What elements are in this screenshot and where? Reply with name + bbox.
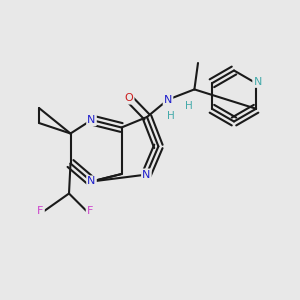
Text: N: N [164,94,172,105]
Text: O: O [124,93,134,103]
Text: H: H [167,111,175,121]
Text: N: N [142,169,151,180]
Text: N: N [87,176,96,187]
Text: H: H [184,101,192,111]
Text: N: N [87,115,96,125]
Text: N: N [254,77,262,87]
Text: F: F [37,206,44,217]
Text: F: F [87,206,93,217]
